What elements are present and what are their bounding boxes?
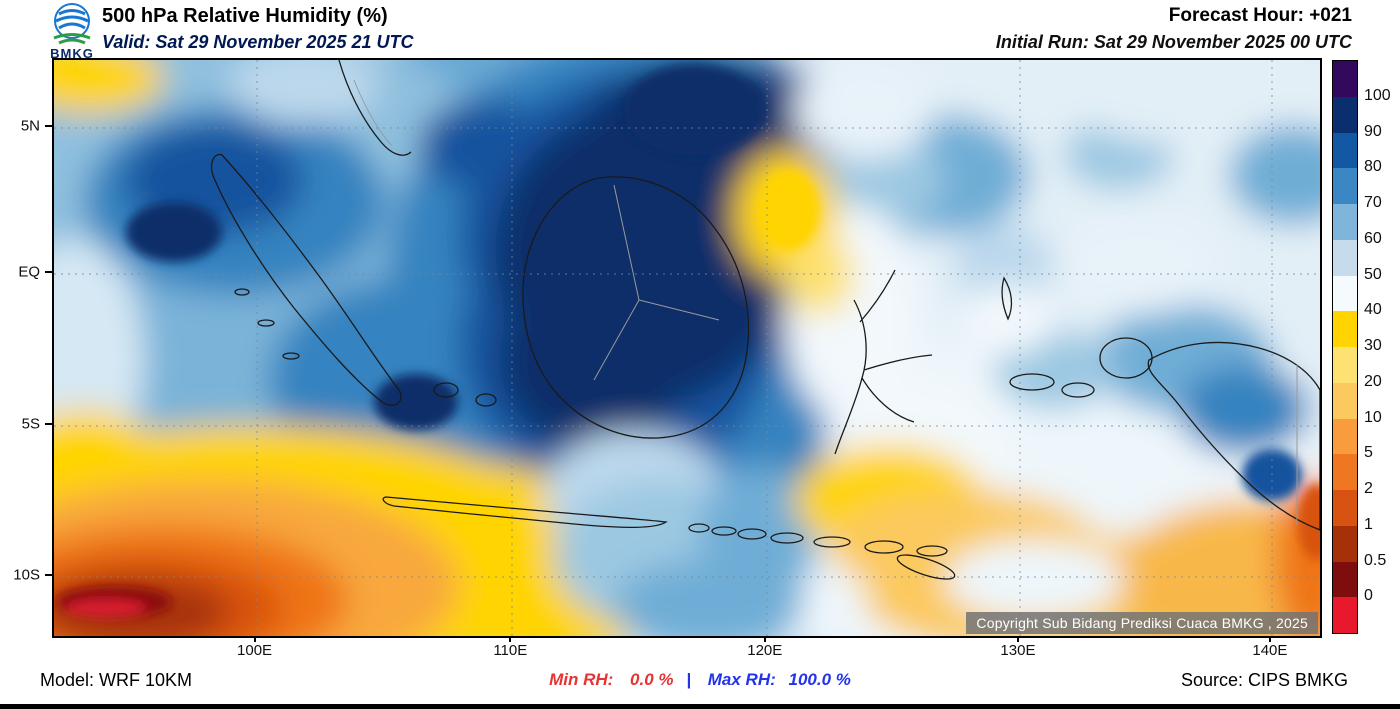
colorbar-segment xyxy=(1333,61,1357,97)
min-rh-label: Min RH: xyxy=(549,670,614,689)
admin-borders xyxy=(353,79,1298,525)
x-axis-ticks: 100E 110E 120E 130E 140E xyxy=(52,636,1318,662)
x-tick-label: 130E xyxy=(1000,642,1036,659)
colorbar-label: 10 xyxy=(1364,408,1382,426)
x-tick-mark xyxy=(763,636,766,642)
x-tick-label: 100E xyxy=(237,642,273,659)
y-axis-ticks: 5N EQ 5S 10S xyxy=(0,58,52,634)
bmkg-logo: BMKG xyxy=(44,2,100,61)
humidity-field-details xyxy=(56,65,1320,618)
colorbar-label: 80 xyxy=(1364,158,1382,176)
bmkg-logo-text: BMKG xyxy=(50,46,94,61)
max-rh-value: 100.0 % xyxy=(788,670,851,689)
humidity-field-svg xyxy=(54,60,1320,636)
colorbar-label: 60 xyxy=(1364,229,1382,247)
colorbar-label: 0 xyxy=(1364,587,1373,605)
colorbar-segment xyxy=(1333,275,1357,312)
x-tick-mark xyxy=(1268,636,1271,642)
source-label: Source: CIPS BMKG xyxy=(1180,670,1348,690)
max-rh-label: Max RH: xyxy=(707,670,776,689)
y-tick-mark xyxy=(45,574,52,577)
model-label: Model: WRF 10KM xyxy=(40,670,193,690)
colorbar-segment xyxy=(1333,239,1357,276)
bmkg-logo-icon xyxy=(53,3,91,45)
humidity-map: Copyright Sub Bidang Prediksi Cuaca BMKG… xyxy=(52,58,1322,638)
colorbar-segment xyxy=(1333,311,1357,347)
y-tick-label: 5N xyxy=(20,117,40,135)
copyright-overlay: Copyright Sub Bidang Prediksi Cuaca BMKG… xyxy=(966,612,1318,634)
colorbar-label: 70 xyxy=(1364,194,1382,211)
colorbar-segment xyxy=(1333,597,1357,633)
footer: Model: WRF 10KM Min RH: 0.0 % | Max RH: … xyxy=(0,664,1400,700)
colorbar xyxy=(1332,60,1358,634)
y-tick-label: EQ xyxy=(18,263,40,281)
bottom-border-bar xyxy=(0,704,1400,709)
colorbar-label: 1 xyxy=(1364,515,1373,533)
x-tick-label: 140E xyxy=(1252,642,1288,659)
y-tick-mark xyxy=(45,124,52,127)
y-tick-mark xyxy=(45,422,52,425)
colorbar-segment xyxy=(1333,347,1357,383)
min-max-separator: | xyxy=(686,670,692,689)
colorbar-segment xyxy=(1333,96,1357,133)
x-tick-mark xyxy=(253,636,256,642)
humidity-contour-field xyxy=(54,60,1320,636)
colorbar-segment xyxy=(1333,204,1357,240)
min-max-rh: Min RH: 0.0 % | Max RH: 100.0 % xyxy=(0,670,1400,690)
valid-time-label: Valid: Sat 29 November 2025 21 UTC xyxy=(102,32,414,52)
colorbar-segment xyxy=(1333,168,1357,204)
colorbar-labels: 100 90 80 70 60 50 40 30 20 10 5 2 1 0.5 0 xyxy=(1364,60,1400,632)
colorbar-label: 50 xyxy=(1364,265,1382,283)
colorbar-label: 0.5 xyxy=(1364,551,1387,569)
forecast-hour-label: Forecast Hour: +021 xyxy=(1168,5,1352,26)
colorbar-segment xyxy=(1333,490,1357,526)
colorbar-label: 2 xyxy=(1364,480,1373,497)
min-rh-value: 0.0 % xyxy=(630,670,674,689)
colorbar-segment xyxy=(1333,454,1357,490)
x-tick-label: 120E xyxy=(747,642,783,659)
colorbar-segment xyxy=(1333,382,1357,419)
lat-lon-gridlines xyxy=(54,60,1320,636)
initial-run-label: Initial Run: Sat 29 November 2025 00 UTC xyxy=(995,32,1352,52)
y-tick-label: 5S xyxy=(21,415,40,433)
colorbar-label: 40 xyxy=(1364,301,1382,319)
y-tick-mark xyxy=(45,271,52,274)
y-tick-label: 10S xyxy=(13,566,40,584)
colorbar-label: 90 xyxy=(1364,122,1382,140)
page-title: 500 hPa Relative Humidity (%) xyxy=(102,5,388,27)
colorbar-label: 5 xyxy=(1364,444,1373,462)
colorbar-label: 30 xyxy=(1364,337,1382,354)
x-tick-mark xyxy=(509,636,512,642)
colorbar-label: 20 xyxy=(1364,372,1382,390)
x-tick-label: 110E xyxy=(493,642,528,659)
x-tick-mark xyxy=(1016,636,1019,642)
colorbar-segment xyxy=(1333,418,1357,455)
colorbar-segment xyxy=(1333,525,1357,562)
colorbar-label: 100 xyxy=(1364,86,1391,104)
colorbar-segment xyxy=(1333,561,1357,598)
colorbar-segment xyxy=(1333,132,1357,169)
coastlines xyxy=(210,60,1320,580)
